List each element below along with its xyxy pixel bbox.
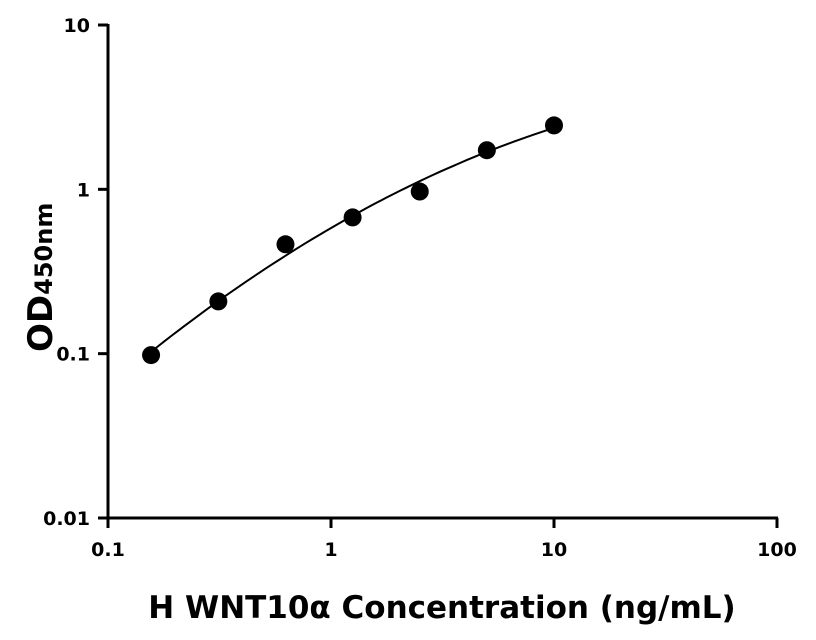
data-point <box>477 141 496 160</box>
y-axis-label-sub: 450nm <box>30 203 58 295</box>
x-axis-label: H WNT10α Concentration (ng/mL) <box>148 590 735 626</box>
fit-curve <box>150 127 555 353</box>
y-axis-label: OD450nm <box>21 203 61 352</box>
data-point <box>410 182 429 201</box>
x-tick-label: 0.1 <box>91 539 125 561</box>
y-tick-label: 10 <box>64 15 90 37</box>
y-tick-label: 1 <box>77 179 90 201</box>
y-tick-label: 0.01 <box>43 508 90 530</box>
x-tick-label: 10 <box>541 539 567 561</box>
x-tick-label: 1 <box>324 539 337 561</box>
data-point <box>545 116 563 135</box>
data-point <box>209 292 228 311</box>
data-point <box>276 235 295 254</box>
data-point <box>142 346 161 365</box>
y-axis-label-main: OD <box>21 295 61 352</box>
y-tick-label: 0.1 <box>56 344 90 366</box>
x-tick-label: 100 <box>757 539 797 561</box>
data-point <box>343 208 362 227</box>
